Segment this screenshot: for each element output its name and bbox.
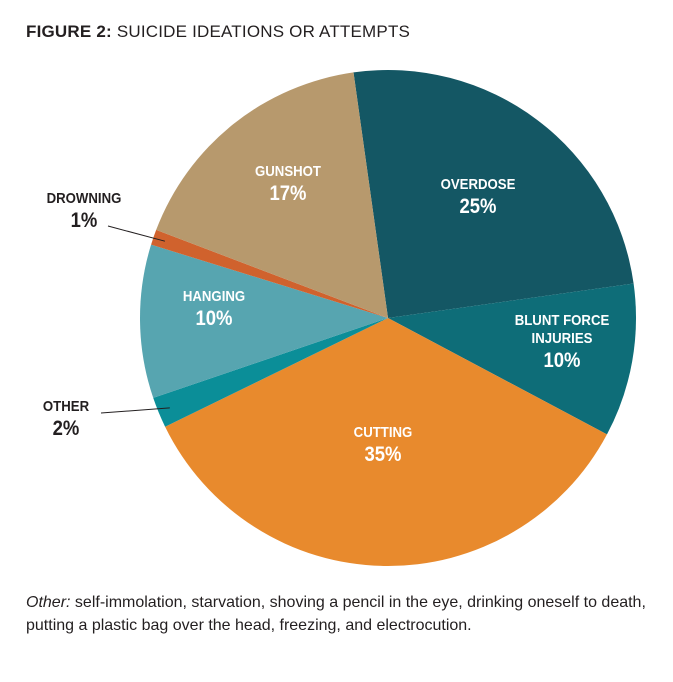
pie-slice-drowning: [151, 229, 388, 318]
slice-label-other: OTHER 2%: [40, 398, 93, 441]
slice-label-other-name: OTHER: [42, 398, 90, 415]
slice-label-blunt-force-value: 10%: [543, 349, 581, 372]
chart-title: FIGURE 2: SUICIDE IDEATIONS OR ATTEMPTS: [26, 22, 410, 42]
slice-label-blunt-force-line1: BLUNT FORCE: [514, 312, 610, 329]
slice-label-cutting-value: 35%: [364, 443, 402, 466]
slice-label-hanging-name: HANGING: [182, 288, 246, 305]
slice-label-overdose: OVERDOSE 25%: [435, 176, 520, 219]
chart-title-text: SUICIDE IDEATIONS OR ATTEMPTS: [116, 22, 411, 41]
pie-slices: [139, 69, 637, 567]
footnote-label: Other:: [26, 594, 71, 611]
slice-label-blunt-force-line2: INJURIES: [531, 330, 593, 347]
slice-label-gunshot-value: 17%: [269, 182, 307, 205]
slice-label-hanging-value: 10%: [195, 307, 233, 330]
pie-slice-overdose: [353, 69, 634, 318]
footnote-text: self-immolation, starvation, shoving a p…: [26, 594, 646, 634]
slice-label-drowning-value: 1%: [70, 209, 98, 232]
leader-line-drowning: [107, 225, 166, 242]
slice-label-cutting: CUTTING 35%: [350, 424, 417, 467]
slice-label-drowning-name: DROWNING: [46, 190, 122, 207]
slice-label-cutting-name: CUTTING: [353, 424, 413, 441]
leader-lines: [100, 225, 170, 414]
pie-slice-other: [153, 318, 388, 427]
pie-slice-gunshot: [156, 72, 388, 318]
chart-title-prefix: FIGURE 2:: [26, 22, 112, 41]
slice-label-drowning: DROWNING 1%: [42, 190, 127, 233]
pie-slice-blunt-force-injuries: [388, 283, 637, 435]
slice-label-gunshot: GUNSHOT 17%: [251, 163, 326, 206]
slice-label-hanging: HANGING 10%: [179, 288, 250, 331]
pie-slice-hanging: [139, 244, 388, 398]
slice-label-blunt-force: BLUNT FORCE INJURIES 10%: [508, 312, 616, 373]
slice-label-overdose-name: OVERDOSE: [440, 176, 516, 193]
slice-label-overdose-value: 25%: [459, 195, 497, 218]
footnote: Other: self-immolation, starvation, shov…: [26, 591, 666, 637]
leader-line-other: [100, 407, 170, 414]
slice-label-gunshot-name: GUNSHOT: [255, 163, 321, 180]
pie-slice-cutting: [165, 318, 607, 567]
slice-label-other-value: 2%: [52, 417, 80, 440]
